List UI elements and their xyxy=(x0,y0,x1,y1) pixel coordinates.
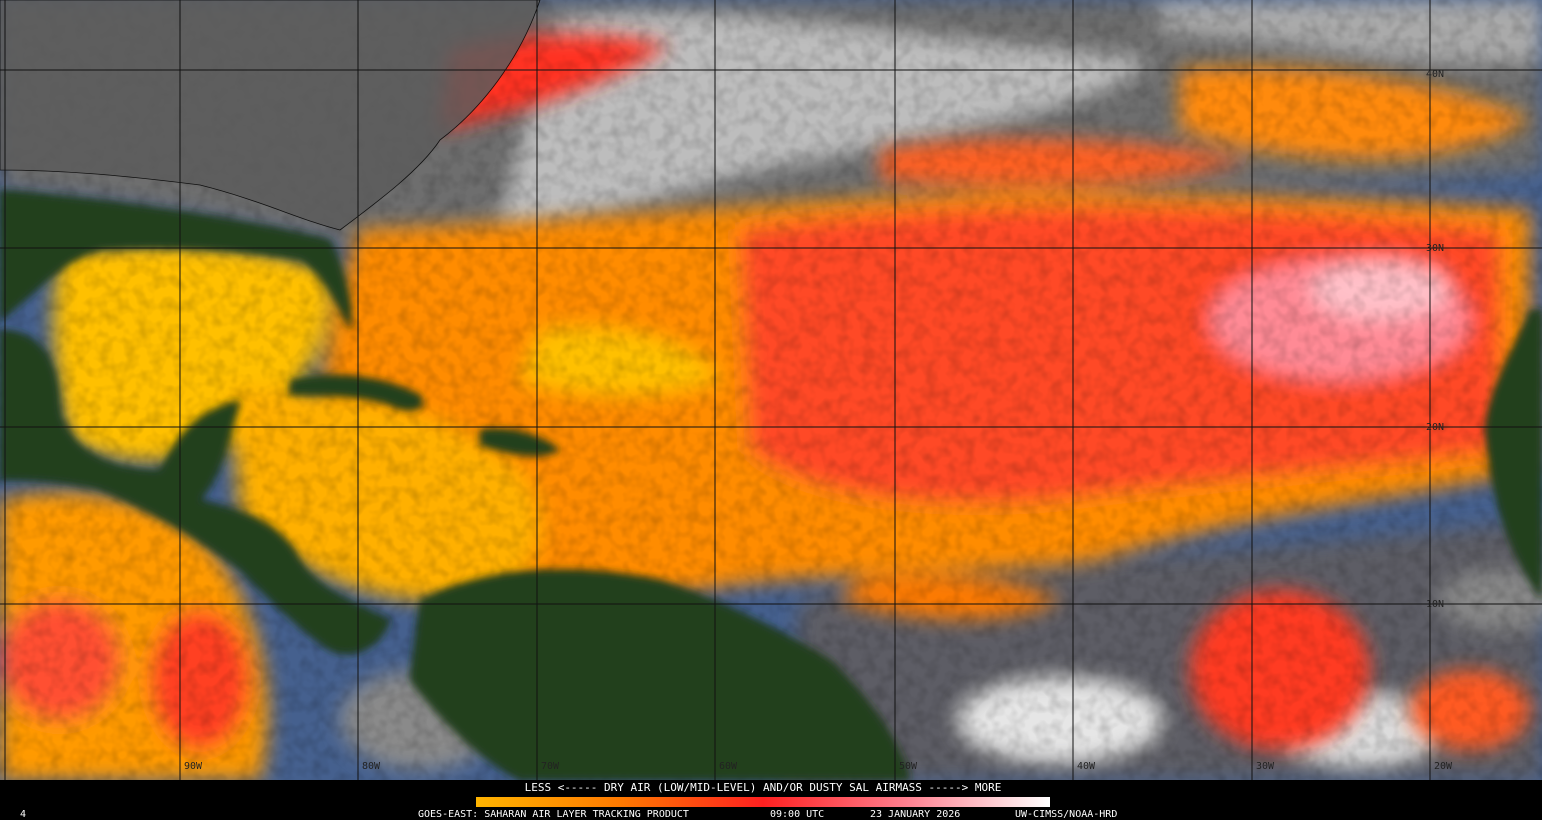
map-imagery: 40N 30N 20N 10N 90W 80W 70W 60W 50W 40W 30W 20W xyxy=(0,0,1542,780)
frame-number: 4 xyxy=(20,809,26,820)
longitude-labels: 90W 80W 70W 60W 50W 40W 30W 20W xyxy=(184,761,1453,772)
time: 09:00 UTC xyxy=(770,809,824,820)
lon-label: 60W xyxy=(719,761,738,772)
lon-label: 50W xyxy=(899,761,918,772)
date: 23 JANUARY 2026 xyxy=(870,809,960,820)
product-name: GOES-EAST: SAHARAN AIR LAYER TRACKING PR… xyxy=(418,809,689,820)
lat-label: 10N xyxy=(1426,599,1444,610)
lon-label: 70W xyxy=(541,761,560,772)
lat-label: 40N xyxy=(1426,69,1444,80)
lon-label: 20W xyxy=(1434,761,1453,772)
graticule xyxy=(0,0,1542,780)
lon-label: 30W xyxy=(1256,761,1275,772)
latitude-labels: 40N 30N 20N 10N xyxy=(1426,69,1444,610)
lon-label: 90W xyxy=(184,761,203,772)
lon-label: 40W xyxy=(1077,761,1096,772)
credit: UW-CIMSS/NOAA-HRD xyxy=(1015,809,1117,820)
lat-label: 30N xyxy=(1426,243,1444,254)
color-bar xyxy=(476,797,1050,807)
legend-caption: LESS <----- DRY AIR (LOW/MID-LEVEL) AND/… xyxy=(525,781,1002,794)
lon-label: 80W xyxy=(362,761,381,772)
lat-label: 20N xyxy=(1426,422,1444,433)
